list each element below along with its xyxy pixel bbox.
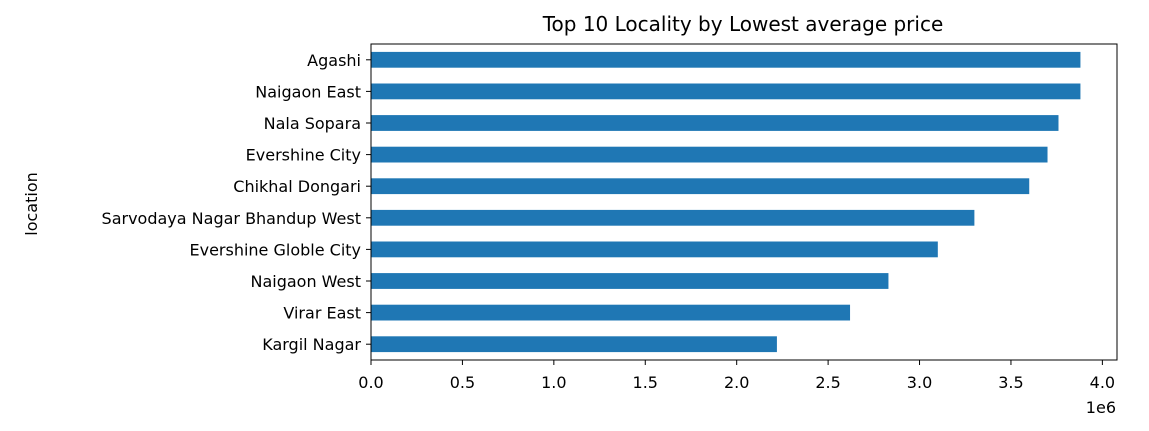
x-tick-label: 3.5: [998, 373, 1023, 392]
y-tick-label: Chikhal Dongari: [233, 177, 361, 196]
y-tick-label: Agashi: [307, 51, 361, 70]
x-tick-label: 2.0: [724, 373, 749, 392]
bar: [371, 209, 975, 226]
bar: [371, 146, 1048, 163]
y-tick-label: Naigaon East: [255, 82, 361, 101]
y-tick-label: Nala Sopara: [264, 114, 361, 133]
bar: [371, 336, 777, 353]
chart-title: Top 10 Locality by Lowest average price: [542, 12, 944, 36]
y-tick-label: Evershine City: [246, 146, 361, 165]
bar: [371, 51, 1081, 68]
y-axis-ticks: Agashi Naigaon East Nala Sopara Evershine C…: [102, 51, 371, 354]
plot-area-frame: [370, 43, 1118, 361]
x-tick-label: 0.0: [358, 373, 383, 392]
x-axis-offset-label: 1e6: [1086, 398, 1116, 417]
x-tick-label: 0.5: [450, 373, 475, 392]
x-tick-label: 1.5: [633, 373, 658, 392]
x-tick-label: 3.0: [907, 373, 932, 392]
bar: [371, 178, 1030, 195]
y-tick-label: Sarvodaya Nagar Bhandup West: [102, 209, 361, 228]
bars-layer: [371, 51, 1081, 353]
bar: [371, 241, 938, 258]
bar: [371, 273, 889, 289]
x-tick-label: 1.0: [541, 373, 566, 392]
y-tick-label: Virar East: [283, 304, 361, 323]
y-tick-label: Evershine Globle City: [189, 240, 361, 259]
y-tick-label: Naigaon West: [250, 272, 361, 291]
x-axis-ticks: 0.0 0.5 1.0 1.5 2.0 2.5 3.0 3.5 4.0: [358, 360, 1115, 392]
bar: [371, 83, 1081, 100]
y-axis-label: location: [22, 172, 41, 235]
bar: [371, 115, 1059, 131]
x-tick-label: 4.0: [1090, 373, 1115, 392]
y-tick-label: Kargil Nagar: [262, 335, 361, 354]
bar: [371, 304, 851, 321]
x-tick-label: 2.5: [815, 373, 840, 392]
